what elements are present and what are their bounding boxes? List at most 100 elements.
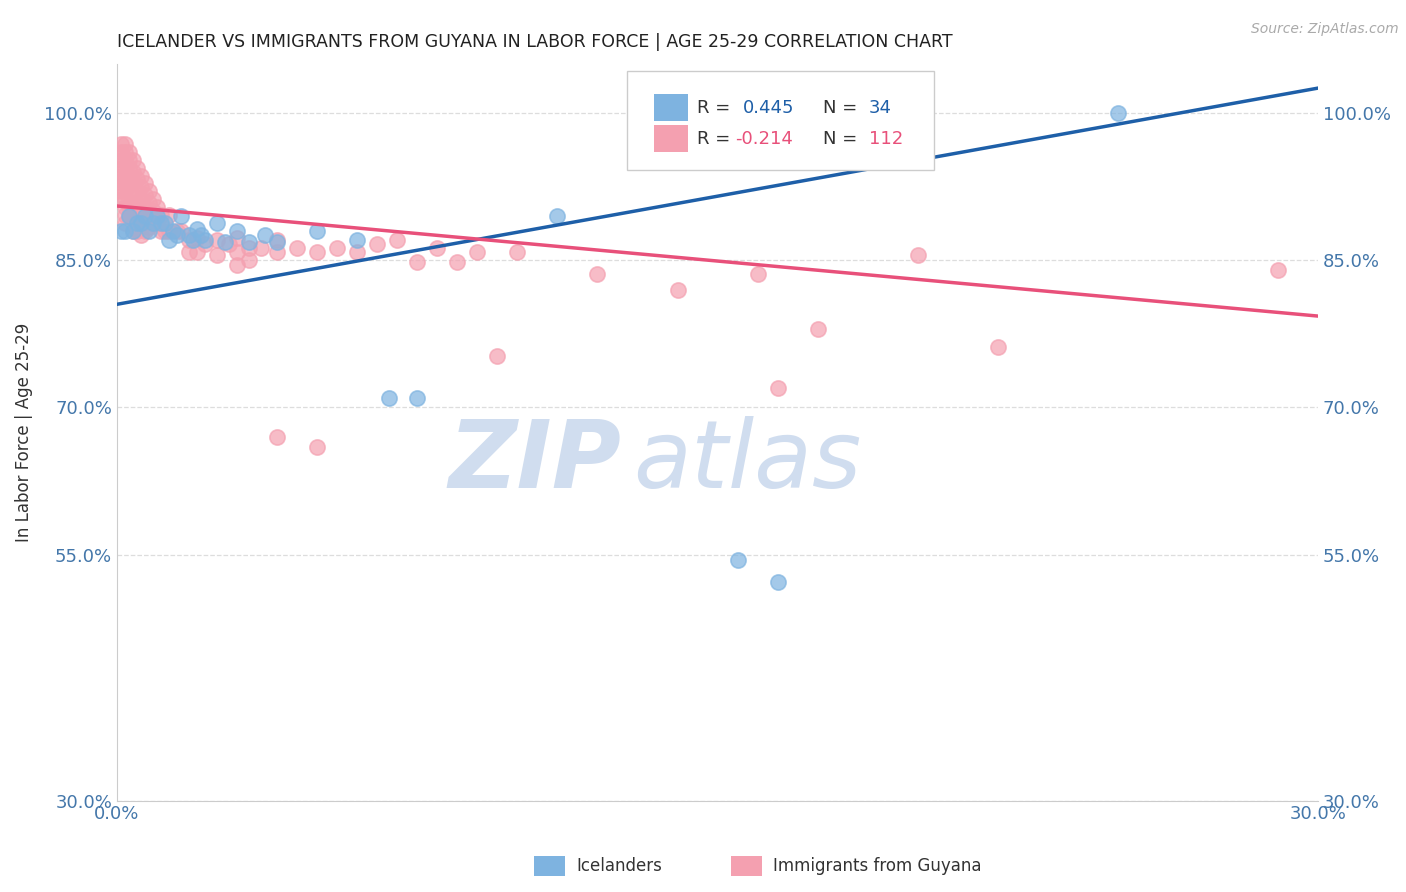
Point xyxy=(110,184,132,198)
Point xyxy=(146,216,169,230)
Point xyxy=(226,231,249,245)
Point xyxy=(218,237,240,252)
Point xyxy=(727,553,749,567)
Point xyxy=(114,145,136,159)
Point xyxy=(266,245,288,260)
Point xyxy=(114,208,136,222)
Point xyxy=(238,253,260,268)
Point xyxy=(118,199,141,213)
Point xyxy=(114,192,136,206)
Point xyxy=(110,137,132,152)
Point xyxy=(907,248,929,262)
Point xyxy=(110,192,132,206)
Point xyxy=(186,231,208,245)
Point xyxy=(125,161,148,175)
Point xyxy=(138,196,160,211)
Point xyxy=(166,228,188,243)
Text: 0.445: 0.445 xyxy=(742,99,794,117)
Point xyxy=(170,224,193,238)
Point xyxy=(122,153,145,167)
Point xyxy=(118,169,141,183)
Point xyxy=(114,200,136,214)
Point xyxy=(506,245,529,260)
Point xyxy=(205,248,228,262)
Point xyxy=(177,234,200,248)
Point xyxy=(157,208,180,222)
Point xyxy=(125,184,148,198)
Point xyxy=(226,258,249,272)
Point xyxy=(465,245,488,260)
Point xyxy=(486,350,509,364)
Point xyxy=(378,391,401,405)
Point xyxy=(110,169,132,183)
Y-axis label: In Labor Force | Age 25-29: In Labor Force | Age 25-29 xyxy=(15,322,32,541)
Point xyxy=(194,234,217,248)
Point xyxy=(987,340,1010,354)
Point xyxy=(114,184,136,198)
Point xyxy=(153,224,176,238)
Point xyxy=(387,234,409,248)
Text: R =: R = xyxy=(697,129,737,148)
Point xyxy=(766,381,789,395)
Point xyxy=(546,209,568,223)
Point xyxy=(166,224,188,238)
Text: ICELANDER VS IMMIGRANTS FROM GUYANA IN LABOR FORCE | AGE 25-29 CORRELATION CHART: ICELANDER VS IMMIGRANTS FROM GUYANA IN L… xyxy=(117,33,953,51)
Point xyxy=(307,245,329,260)
Point xyxy=(150,208,173,222)
Point xyxy=(346,234,368,248)
Text: 112: 112 xyxy=(869,129,903,148)
Text: atlas: atlas xyxy=(634,416,862,507)
Point xyxy=(586,267,609,281)
Point xyxy=(134,188,156,202)
Point xyxy=(366,237,388,252)
Point xyxy=(122,164,145,178)
Point xyxy=(146,209,169,223)
Point xyxy=(118,209,141,223)
Point xyxy=(129,203,152,218)
Point xyxy=(153,216,176,230)
Point xyxy=(138,184,160,198)
Point xyxy=(177,245,200,260)
Point xyxy=(205,234,228,248)
FancyBboxPatch shape xyxy=(627,70,934,170)
Point xyxy=(138,224,160,238)
Point xyxy=(266,234,288,248)
Point xyxy=(142,192,165,206)
Point xyxy=(110,161,132,175)
Bar xyxy=(654,126,688,152)
Point xyxy=(150,216,173,230)
Point xyxy=(129,216,152,230)
Point xyxy=(307,440,329,454)
Point xyxy=(110,224,132,238)
Point xyxy=(1267,263,1289,277)
Point xyxy=(125,196,148,211)
Point xyxy=(134,211,156,226)
Point xyxy=(205,216,228,230)
Point xyxy=(110,177,132,191)
Point xyxy=(134,177,156,191)
Point xyxy=(125,216,148,230)
Point xyxy=(266,430,288,444)
Text: N =: N = xyxy=(824,99,863,117)
Point xyxy=(346,245,368,260)
Point xyxy=(118,177,141,191)
Point xyxy=(134,200,156,214)
Point xyxy=(326,241,349,255)
Point xyxy=(125,224,148,238)
Point xyxy=(122,224,145,238)
Point xyxy=(157,234,180,248)
Point xyxy=(157,224,180,238)
Point xyxy=(118,145,141,159)
Point xyxy=(1107,105,1129,120)
Point xyxy=(426,241,449,255)
Point xyxy=(181,234,204,248)
Point xyxy=(118,184,141,198)
Point xyxy=(446,255,468,269)
Point xyxy=(138,208,160,222)
Point xyxy=(807,322,830,336)
Point xyxy=(142,216,165,230)
Point xyxy=(114,137,136,152)
Text: Immigrants from Guyana: Immigrants from Guyana xyxy=(773,857,981,875)
Point xyxy=(146,200,169,214)
Point xyxy=(406,391,429,405)
